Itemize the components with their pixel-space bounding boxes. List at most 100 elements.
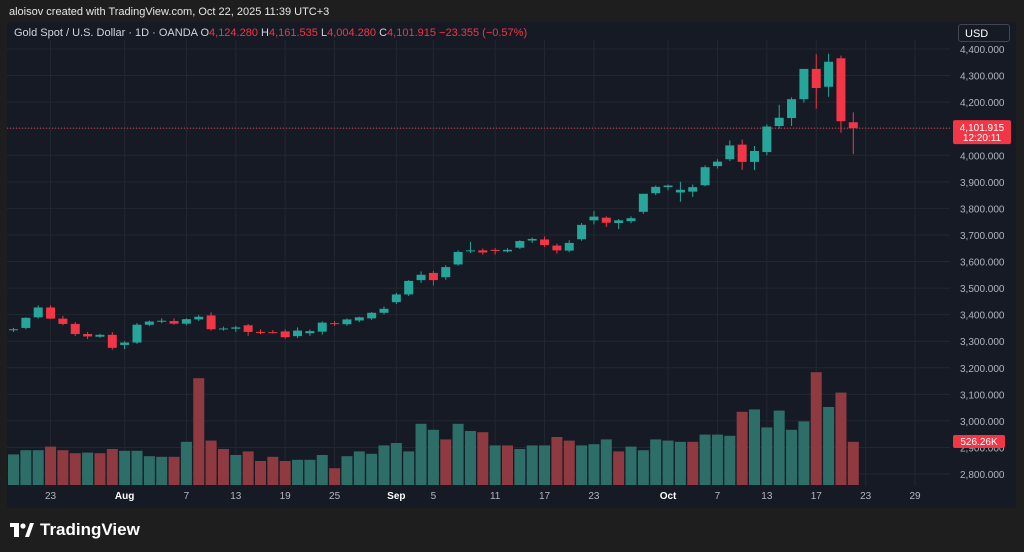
volume-bar <box>749 409 760 485</box>
volume-bar <box>193 378 205 485</box>
last-price-badge <box>953 120 1011 145</box>
x-tick-label: 13 <box>761 491 773 502</box>
x-tick-label: 25 <box>329 491 341 502</box>
candle-body <box>330 323 340 325</box>
volume-bar <box>835 392 847 485</box>
candle-body <box>391 294 401 303</box>
volume-bar <box>514 449 526 485</box>
candle-body <box>490 249 500 251</box>
candle-body <box>367 312 377 319</box>
y-tick-label: 4,000.000 <box>960 151 1005 162</box>
volume-bar <box>761 427 773 485</box>
candle-body <box>577 224 587 240</box>
y-tick-label: 3,800.000 <box>960 204 1005 215</box>
ohlc-legend: Gold Spot / U.S. Dollar · 1D · OANDA O4,… <box>14 27 527 39</box>
candle-body <box>700 167 710 186</box>
volume-bar <box>57 450 69 485</box>
tradingview-logo[interactable]: TradingView <box>10 520 140 540</box>
candle-body <box>21 317 31 328</box>
candle-body <box>194 316 204 320</box>
volume-bar <box>316 455 328 485</box>
y-tick-label: 3,500.000 <box>960 284 1005 295</box>
y-tick-label: 3,600.000 <box>960 258 1005 269</box>
candle-body <box>354 317 364 321</box>
volume-badge-value: 526.26K <box>960 437 998 448</box>
volume-bar <box>551 437 563 485</box>
change-value: −23.355 (−0.57%) <box>439 27 528 39</box>
volume-bar <box>304 459 316 485</box>
candle-body <box>256 331 265 333</box>
y-tick-label: 2,900.000 <box>960 443 1005 454</box>
candle-body <box>552 245 562 251</box>
chart-panel[interactable] <box>7 22 1016 508</box>
volume-bar <box>477 432 489 485</box>
volume-bar <box>786 429 798 485</box>
candle-body <box>515 241 525 248</box>
candle-body <box>540 239 550 246</box>
volume-bar <box>798 421 810 485</box>
volume-bar <box>82 452 94 485</box>
volume-bar <box>576 445 588 485</box>
candle-body <box>762 126 772 153</box>
volume-bar <box>378 445 390 485</box>
candle-body <box>651 186 661 194</box>
volume-bar <box>217 449 229 485</box>
volume-bar <box>427 429 439 485</box>
countdown-value: 12:20:11 <box>963 133 1002 144</box>
tradingview-logo-icon <box>10 523 34 537</box>
volume-bar <box>539 445 551 485</box>
candle-body <box>107 334 117 348</box>
candle-body <box>144 321 154 325</box>
last-price-value: 4,101.915 <box>960 123 1005 134</box>
volume-bar <box>613 451 625 485</box>
credit-text: aloisov created with TradingView.com, Oc… <box>9 6 330 18</box>
candle-body <box>83 334 93 337</box>
candle-body <box>774 117 784 127</box>
candle-body <box>799 68 809 100</box>
volume-badge <box>953 435 1005 448</box>
candle-body <box>453 251 463 265</box>
volume-bar <box>205 440 217 485</box>
candle-body <box>404 280 414 295</box>
time-axis: 23 Aug 7 13 19 25 Sep 5 11 17 23 Oct 7 13 17 23 29 <box>45 491 921 502</box>
close-value: 4,101.915 <box>387 27 436 39</box>
x-tick-label: 29 <box>909 491 921 502</box>
y-tick-label: 4,200.000 <box>960 98 1005 109</box>
volume-bar <box>526 445 538 485</box>
volume-bar <box>366 453 378 485</box>
x-tick-label: 11 <box>490 491 501 502</box>
y-tick-label: 3,300.000 <box>960 337 1005 348</box>
candle-body <box>58 318 68 324</box>
volume-bar <box>143 456 155 485</box>
currency-button[interactable]: USD <box>958 24 1010 42</box>
x-tick-label: 13 <box>230 491 242 502</box>
volume-layer <box>8 372 859 485</box>
candle-body <box>132 324 142 343</box>
volume-bar <box>341 456 353 485</box>
candle-body <box>317 322 327 332</box>
candle-body <box>157 320 167 322</box>
volume-bar <box>452 423 464 485</box>
volume-bar <box>390 443 402 485</box>
x-tick-label: Sep <box>387 491 405 502</box>
candle-body <box>787 99 797 119</box>
volume-bar <box>168 456 180 485</box>
candle-body <box>268 332 278 334</box>
y-tick-label: 4,300.000 <box>960 72 1005 83</box>
candle-body <box>46 307 56 319</box>
candle-body <box>428 272 438 281</box>
symbol-name[interactable]: Gold Spot / U.S. Dollar · 1D · OANDA <box>14 27 198 39</box>
low-label: L <box>320 27 328 39</box>
tradingview-brand: TradingView <box>40 520 140 539</box>
candle-body <box>614 220 624 223</box>
x-tick-label: 17 <box>539 491 551 502</box>
candle-body <box>218 328 228 330</box>
candle-body <box>811 68 821 89</box>
volume-bar <box>32 450 44 485</box>
x-tick-label: 23 <box>860 491 872 502</box>
y-tick-label: 3,400.000 <box>960 311 1005 322</box>
top-bar: aloisov created with TradingView.com, Oc… <box>0 0 1024 22</box>
y-tick-label: 3,900.000 <box>960 178 1005 189</box>
